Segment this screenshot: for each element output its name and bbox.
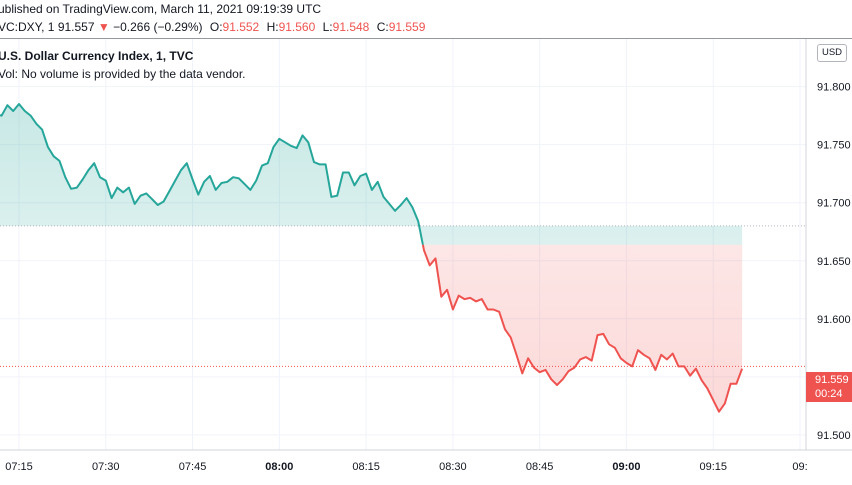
last-price-tag-value: 91.559 — [815, 374, 849, 386]
quote-line: VC:DXY, 1 91.557 ▼ −0.266 (−0.29%) O:91.… — [0, 18, 425, 37]
x-tick-label: 07:45 — [179, 461, 207, 473]
currency-button[interactable]: USD — [817, 44, 847, 62]
chart-legend: U.S. Dollar Currency Index, 1, TVC Vol: … — [0, 47, 245, 83]
x-tick-label: 09: — [792, 461, 807, 473]
open-value: 91.552 — [222, 20, 260, 34]
bar-countdown: 00:24 — [815, 388, 843, 400]
x-tick-label: 07:15 — [5, 461, 33, 473]
x-tick-label: 08:15 — [352, 461, 380, 473]
price-change: −0.266 (−0.29%) — [113, 20, 203, 34]
area-fills — [0, 104, 743, 412]
legend-volume: Vol: No volume is provided by the data v… — [0, 67, 246, 81]
published-line: ublished on TradingView.com, March 11, 2… — [0, 2, 322, 16]
header-divider — [0, 38, 852, 39]
close-value: 91.559 — [388, 20, 426, 34]
header-bar: ublished on TradingView.com, March 11, 2… — [0, 0, 852, 38]
last-price-tag: 91.559 00:24 — [806, 372, 852, 402]
down-arrow-icon: ▼ — [97, 20, 110, 34]
close-label: C: — [376, 20, 389, 34]
price-axis[interactable]: 91.800 91.750 91.700 91.650 91.600 91.500 — [817, 82, 851, 442]
series-line-above — [0, 103, 424, 245]
y-tick-label: 91.800 — [817, 82, 851, 94]
y-tick-label: 91.650 — [817, 256, 851, 268]
last-price: 91.557 — [57, 20, 95, 34]
x-tick-label: 09:00 — [612, 461, 640, 473]
x-tick-label: 07:30 — [92, 461, 120, 473]
x-tick-label: 09:15 — [699, 461, 727, 473]
y-tick-label: 91.600 — [817, 314, 851, 326]
symbol-label[interactable]: VC:DXY, 1 — [0, 20, 55, 34]
series-line — [0, 103, 744, 413]
x-tick-label: 08:45 — [526, 461, 554, 473]
high-value: 91.560 — [278, 20, 316, 34]
y-tick-label: 91.750 — [817, 140, 851, 152]
open-label: O: — [209, 20, 223, 34]
low-value: 91.548 — [332, 20, 370, 34]
series-line-below — [421, 244, 744, 413]
x-tick-label: 08:00 — [265, 461, 293, 473]
area-fill-above — [0, 104, 743, 245]
legend-title[interactable]: U.S. Dollar Currency Index, 1, TVC — [0, 49, 194, 63]
y-tick-label: 91.700 — [817, 198, 851, 210]
area-fill-below — [422, 244, 743, 412]
x-tick-label: 08:30 — [439, 461, 467, 473]
high-label: H: — [266, 20, 279, 34]
low-label: L: — [322, 20, 333, 34]
time-axis[interactable]: 07:15 07:30 07:45 08:00 08:15 08:30 08:45 09:00… — [5, 461, 807, 473]
y-tick-label: 91.500 — [817, 430, 851, 442]
